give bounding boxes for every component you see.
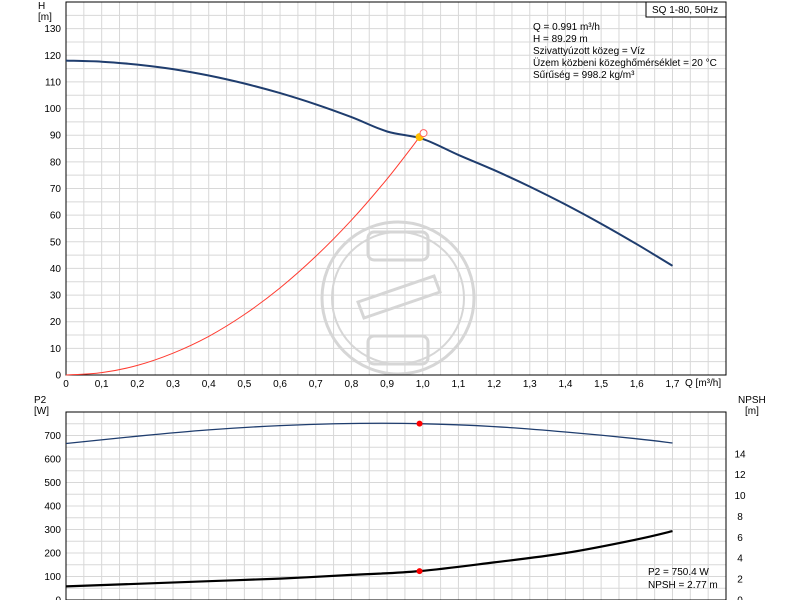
head-y-tick-label: 0 [55, 371, 61, 382]
system-curve-line [65, 136, 420, 376]
watermark-outer-ring [320, 220, 476, 376]
head-y-tick-label: 120 [44, 51, 61, 62]
head-y-tick-label: 80 [50, 157, 62, 168]
info-npsh: NPSH = 2.77 m [648, 580, 718, 591]
head-x-tick-label: 1,1 [451, 379, 465, 390]
head-chart: 0 0,1 0,2 0,3 0,4 0,5 0,6 0,7 0,8 0,9 1,0 1,1 1,2 1,3… [38, 1, 727, 390]
info-temperature: Üzem közbeni közeghőmérséklet = 20 °C [533, 57, 717, 69]
info-density: Sűrűség = 998.2 kg/m³ [533, 70, 635, 81]
info-medium: Szivattyúzott közeg = Víz [533, 46, 645, 57]
head-x-tick-label: 0,4 [202, 379, 216, 390]
operating-point-ring [419, 129, 428, 138]
head-x-tick-label: 0,6 [273, 379, 287, 390]
npsh-axis-label-line1: NPSH [738, 395, 766, 406]
head-x-tick-label: 0,1 [95, 379, 109, 390]
head-x-tick-label: 0 [63, 379, 69, 390]
npsh-y-ticks-right: 0 2 4 6 8 10 12 14 [734, 449, 746, 600]
p2-y-tick-label: 300 [44, 525, 61, 536]
npsh-y-tick-label: 4 [737, 554, 743, 565]
head-y-tick-label: 60 [50, 211, 62, 222]
npsh-y-tick-label: 8 [737, 512, 743, 523]
head-x-tick-label: 1,0 [416, 379, 430, 390]
power-npsh-chart: 0 100 200 300 400 500 600 700 0 2 4 6 8 10 12 14 P2 [W… [34, 395, 766, 600]
head-y-tick-label: 30 [50, 291, 62, 302]
p2-y-tick-label: 100 [44, 572, 61, 583]
head-x-tick-label: 0,7 [309, 379, 323, 390]
info-head: H = 89.29 m [533, 34, 588, 45]
operating-info: Q = 0.991 m³/h H = 89.29 m Szivattyúzott… [533, 22, 717, 81]
info-flow: Q = 0.991 m³/h [533, 22, 600, 33]
head-y-tick-label: 10 [50, 344, 62, 355]
head-y-tick-label: 110 [45, 77, 61, 88]
head-y-tick-label: 130 [44, 24, 61, 35]
p2-power-curve-line [65, 422, 673, 445]
watermark-diagonal-bar [356, 274, 442, 320]
title-box: SQ 1-80, 50Hz [645, 1, 727, 18]
head-y-label-line1: H [38, 1, 45, 12]
head-x-tick-label: 0,9 [380, 379, 394, 390]
head-y-tick-label: 50 [50, 237, 62, 248]
head-x-tick-label: 1,6 [630, 379, 644, 390]
npsh-point-marker [416, 568, 423, 575]
head-y-label-line2: [m] [38, 12, 52, 23]
head-x-tick-label: 1,4 [559, 379, 573, 390]
title-box-text: SQ 1-80, 50Hz [652, 5, 718, 16]
npsh-y-tick-label: 12 [734, 470, 746, 481]
npsh-y-tick-label: 2 [737, 575, 743, 586]
power-plot-frame [65, 411, 727, 600]
head-x-tick-label: 1,3 [523, 379, 537, 390]
power-y-ticks-left: 0 100 200 300 400 500 600 700 [44, 431, 61, 600]
info-p2: P2 = 750.4 W [648, 567, 709, 578]
head-y-tick-label: 100 [44, 104, 61, 115]
npsh-y-tick-label: 14 [734, 449, 746, 460]
head-x-ticks: 0 0,1 0,2 0,3 0,4 0,5 0,6 0,7 0,8 0,9 1,0 1,1 1,2 1,3… [63, 379, 680, 390]
npsh-axis-label-line2: [m] [745, 406, 759, 417]
p2-y-tick-label: 200 [44, 549, 61, 560]
title-box-frame [645, 1, 727, 18]
p2-y-tick-label: 700 [44, 431, 61, 442]
pump-curve-line [65, 59, 674, 267]
head-y-tick-label: 70 [50, 184, 62, 195]
head-x-tick-label: 0,3 [166, 379, 180, 390]
head-y-tick-label: 20 [50, 317, 62, 328]
npsh-y-tick-label: 10 [734, 491, 746, 502]
watermark-top-block [366, 230, 430, 262]
head-x-tick-label: 1,5 [594, 379, 608, 390]
p2-y-tick-label: 600 [44, 455, 61, 466]
p2-y-tick-label: 500 [44, 478, 61, 489]
head-x-label: Q [m³/h] [685, 378, 721, 389]
p2-axis-label-line1: P2 [34, 395, 47, 406]
head-x-tick-label: 1,7 [666, 379, 680, 390]
p2-axis-label-line2: [W] [34, 406, 49, 417]
p2-y-tick-label: 0 [55, 596, 61, 600]
head-x-tick-label: 0,5 [237, 379, 251, 390]
p2-y-tick-label: 400 [44, 502, 61, 513]
npsh-y-tick-label: 6 [737, 533, 743, 544]
head-y-tick-label: 90 [50, 131, 62, 142]
head-x-tick-label: 0,8 [344, 379, 358, 390]
watermark-logo [320, 220, 476, 376]
head-y-tick-label: 40 [50, 264, 62, 275]
npsh-y-tick-label: 0 [737, 596, 743, 600]
npsh-curve-line [65, 530, 673, 588]
head-x-tick-label: 0,2 [130, 379, 144, 390]
head-x-tick-label: 1,2 [487, 379, 501, 390]
head-y-ticks: 0 10 20 30 40 50 60 70 80 90 100 110 120 130 [44, 24, 61, 381]
head-plot-frame [65, 1, 727, 376]
p2-point-marker [416, 420, 423, 427]
watermark-bottom-block [366, 334, 430, 366]
